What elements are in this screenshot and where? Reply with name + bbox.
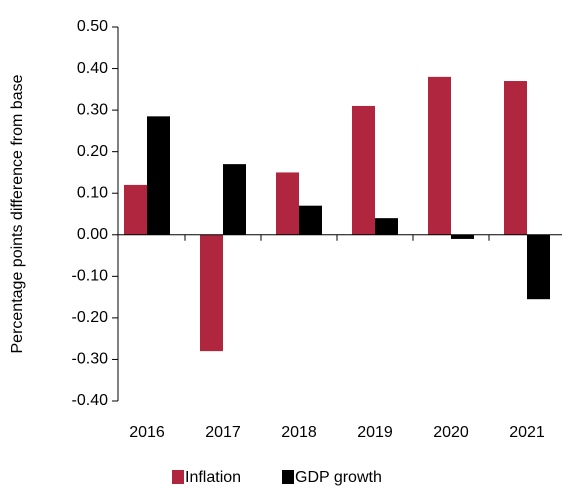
y-axis-label: Percentage points difference from base: [9, 74, 26, 353]
y-tick-label: -0.10: [72, 268, 109, 285]
bar: [451, 234, 474, 239]
bar: [504, 81, 527, 235]
bar: [124, 184, 147, 235]
legend-label: GDP growth: [295, 469, 382, 486]
x-tick-label: 2018: [281, 424, 317, 441]
x-tick-label: 2021: [509, 424, 545, 441]
x-tick-label: 2017: [205, 424, 241, 441]
y-tick-label: -0.20: [72, 309, 109, 326]
y-tick-label: -0.40: [72, 392, 109, 409]
y-tick-label: 0.20: [77, 143, 108, 160]
bar: [276, 172, 299, 235]
y-tick-label: 0.00: [77, 226, 108, 243]
bar: [299, 205, 322, 235]
x-tick-label: 2020: [433, 424, 469, 441]
bar: [375, 218, 398, 235]
bar: [527, 234, 550, 300]
legend-label: Inflation: [185, 469, 241, 486]
bar: [200, 234, 223, 352]
x-tick-label: 2016: [129, 424, 165, 441]
y-tick-label: 0.50: [77, 18, 108, 35]
bar: [428, 76, 451, 235]
y-tick-label: 0.40: [77, 60, 108, 77]
bar: [352, 105, 375, 235]
y-tick-label: 0.30: [77, 101, 108, 118]
x-tick-label: 2019: [357, 424, 393, 441]
bar: [223, 164, 246, 235]
bar: [147, 116, 170, 235]
y-tick-label: 0.10: [77, 184, 108, 201]
y-tick-label: -0.30: [72, 351, 109, 368]
legend-swatch: [282, 470, 294, 484]
legend-swatch: [172, 470, 184, 484]
